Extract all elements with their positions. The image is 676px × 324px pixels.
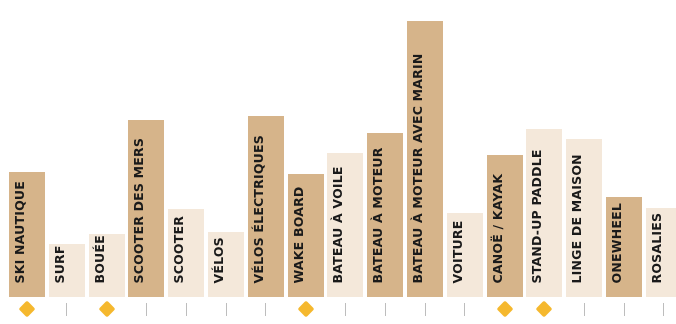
bar: SKI NAUTIQUE — [9, 172, 45, 297]
axis-tick — [583, 303, 585, 316]
axis-tick — [66, 303, 68, 316]
axis-tick — [265, 303, 267, 316]
bar: BATEAU À MOTEUR AVEC MARIN — [407, 20, 443, 297]
axis-tick — [464, 303, 466, 316]
bar: CANOË / KAYAK — [486, 154, 523, 297]
bar-label: STAND-UP PADDLE — [529, 149, 545, 284]
axis-tick — [185, 303, 187, 316]
bar-label: VÉLOS — [211, 237, 226, 284]
bar: BOUÉE — [88, 233, 125, 297]
bar-label: BATEAU À MOTEUR AVEC MARIN — [410, 53, 425, 284]
bar-label: BOUÉE — [91, 235, 107, 284]
bar: BATEAU À MOTEUR — [367, 132, 404, 297]
bar: BATEAU À VOILE — [327, 153, 364, 297]
bar-label: CANOË / KAYAK — [489, 173, 505, 284]
axis-tick — [384, 303, 386, 316]
bar-label: SCOOTER — [171, 215, 187, 284]
bar-label: BATEAU À VOILE — [330, 166, 346, 284]
bar: ROSALIES — [645, 207, 676, 297]
bar-label: SCOOTER DES MERS — [131, 137, 147, 284]
highlight-marker — [535, 300, 553, 318]
axis-tick — [623, 303, 625, 316]
bar-label: BATEAU À MOTEUR — [370, 147, 386, 284]
bar-label: ROSALIES — [648, 212, 664, 284]
bar-label: LINGE DE MAISON — [569, 154, 585, 284]
bar-label: SURF — [51, 245, 67, 284]
bar: WAKE BOARD — [287, 174, 324, 297]
bar: SCOOTER DES MERS — [128, 120, 165, 297]
axis-tick — [344, 303, 346, 316]
axis-tick — [663, 303, 665, 316]
bar: VOITURE — [446, 213, 483, 297]
axis-tick — [424, 303, 426, 316]
highlight-marker — [297, 300, 315, 318]
bar-label: VOITURE — [449, 220, 465, 284]
bar-label: VÉLOS ÉLECTRIQUES — [250, 135, 266, 284]
bar: VÉLOS ÉLECTRIQUES — [247, 115, 284, 297]
bar: SCOOTER — [168, 208, 205, 297]
bar: STAND-UP PADDLE — [526, 129, 563, 297]
bar: VÉLOS — [208, 231, 244, 297]
bar-label: WAKE BOARD — [290, 186, 306, 284]
axis-tick — [145, 303, 147, 316]
bar: ONEWHEEL — [606, 197, 642, 297]
highlight-marker — [18, 300, 36, 318]
bar-label: SKI NAUTIQUE — [12, 180, 27, 284]
highlight-marker — [98, 300, 116, 318]
bar: LINGE DE MAISON — [566, 138, 603, 297]
bar-label: ONEWHEEL — [609, 202, 624, 284]
bar: SURF — [48, 244, 85, 297]
axis-tick — [225, 303, 227, 316]
highlight-marker — [496, 300, 514, 318]
